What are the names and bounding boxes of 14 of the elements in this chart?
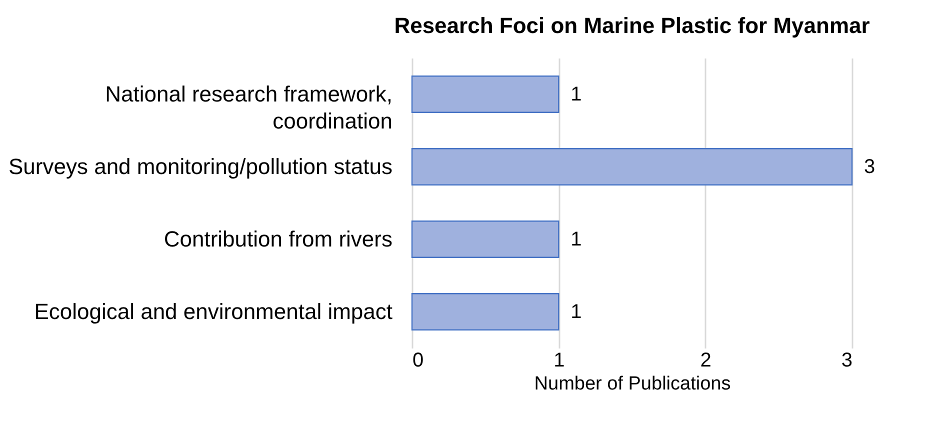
data-label: 1 <box>570 83 582 106</box>
chart-title: Research Foci on Marine Plastic for Myanmar <box>394 13 870 38</box>
y-tick-label: Contribution from rivers <box>164 226 392 252</box>
x-tick-label: 2 <box>700 350 712 372</box>
x-tick-label: 3 <box>841 350 852 372</box>
y-tick-label: National research framework, coordination <box>105 81 392 134</box>
data-label: 1 <box>570 300 582 323</box>
data-label: 3 <box>864 156 876 178</box>
y-tick-label: Ecological and environmental impact <box>34 298 392 324</box>
y-tick-label: Surveys and monitoring/pollution status <box>8 154 392 179</box>
data-label: 1 <box>570 228 582 250</box>
x-tick-label: 1 <box>554 350 565 372</box>
x-tick-label: 0 <box>412 350 424 372</box>
x-axis-title: Number of Publications <box>534 374 731 394</box>
